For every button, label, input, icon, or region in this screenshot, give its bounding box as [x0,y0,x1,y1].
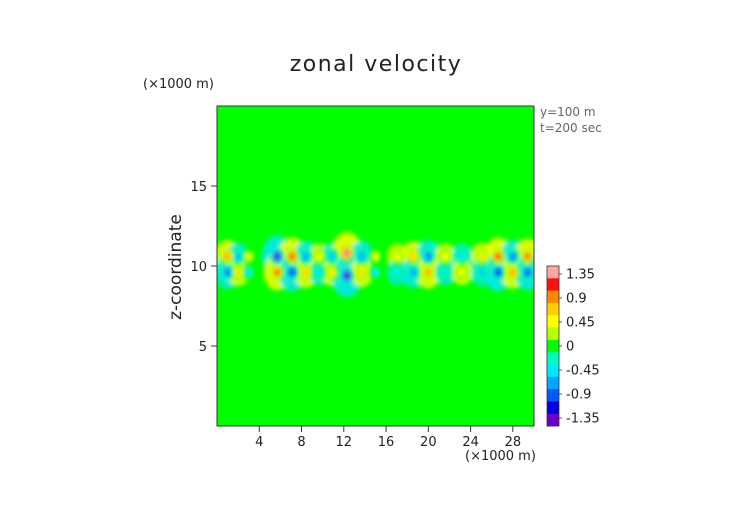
velocity-contour [245,252,252,260]
velocity-contour [359,269,364,276]
chart-title: zonal velocity [290,52,463,77]
velocity-contour [395,253,401,260]
colorbar-tick-label: 0.45 [566,316,595,331]
velocity-contour [411,269,416,276]
x-tick-label: 28 [505,435,522,450]
y-axis-ticks: 5 10 15 [190,180,217,355]
colorbar-swatch [547,327,559,341]
x-tick-label: 16 [378,435,395,450]
velocity-contour [275,254,279,259]
colorbar: 1.35 0.9 0.45 0 -0.45 -0.9 -1.35 [546,265,600,427]
colorbar-swatch [547,339,559,353]
velocity-contour [496,254,500,259]
velocity-contour [329,253,335,260]
x-axis-ticks: 4 8 12 16 20 24 28 [255,426,521,450]
velocity-contour [345,251,349,256]
velocity-contour [479,269,485,276]
velocity-contour [290,254,294,259]
velocity-contour [395,269,401,276]
y-axis-label: z-coordinate [166,214,186,320]
velocity-contour [317,253,322,260]
heatmap-plot-area [217,106,534,426]
velocity-contour [345,273,349,278]
velocity-contour [225,253,230,259]
velocity-contour [426,269,431,275]
x-tick-label: 8 [297,435,305,450]
x-tick-label: 4 [255,435,263,450]
velocity-contour [290,270,294,275]
velocity-contour [510,269,515,275]
colorbar-swatch [547,401,559,415]
colorbar-swatch [547,389,559,402]
y-tick-label: 5 [199,340,207,355]
velocity-contour [359,253,364,260]
colorbar-tick-label: -0.45 [566,364,600,379]
velocity-contour [525,254,530,259]
x-tick-label: 20 [420,435,437,450]
annotation-time: t=200 sec [540,121,602,135]
velocity-contour [496,270,500,275]
annotation-y-position: y=100 m [540,105,596,119]
velocity-contour [235,269,241,276]
weak-structure-layer [217,232,534,298]
velocity-contour [525,270,530,275]
colorbar-swatch [547,376,559,390]
x-tick-label: 12 [336,435,353,450]
colorbar-swatch [547,266,559,279]
y-tick-label: 15 [190,180,207,195]
velocity-contour [329,269,335,276]
velocity-contour [235,253,241,260]
y-axis-unit: (×1000 m) [143,77,214,92]
colorbar-swatch [547,315,559,328]
velocity-contour [303,269,308,276]
velocity-contour [411,253,416,260]
velocity-contour [510,253,515,259]
colorbar-tick-label: -1.35 [566,412,600,427]
colorbar-tick-label: 0 [566,340,574,355]
velocity-contour [372,268,379,276]
colorbar-swatch [547,302,559,316]
velocity-contour [459,253,465,260]
velocity-contour [317,269,322,276]
colorbar-tick-label: -0.9 [566,388,591,403]
colorbar-swatch [547,352,559,365]
velocity-contour [442,269,448,276]
velocity-contour [245,268,252,276]
y-tick-label: 10 [190,260,207,275]
velocity-contour [426,253,431,259]
colorbar-swatch [547,290,559,304]
x-tick-label: 24 [462,435,479,450]
colorbar-tick-label: 1.35 [566,268,595,283]
colorbar-swatch [547,413,559,427]
velocity-core-layer [221,245,534,284]
velocity-contour [459,269,465,276]
colorbar-tick-label: 0.9 [566,292,587,307]
velocity-contour [372,252,379,260]
velocity-contour [442,253,448,260]
x-axis-unit: (×1000 m) [465,449,536,464]
velocity-contour [303,253,308,260]
velocity-contour [275,270,280,275]
colorbar-swatch [547,364,559,378]
colorbar-swatch [547,278,559,292]
velocity-contour [225,269,230,275]
velocity-contour [479,253,485,260]
